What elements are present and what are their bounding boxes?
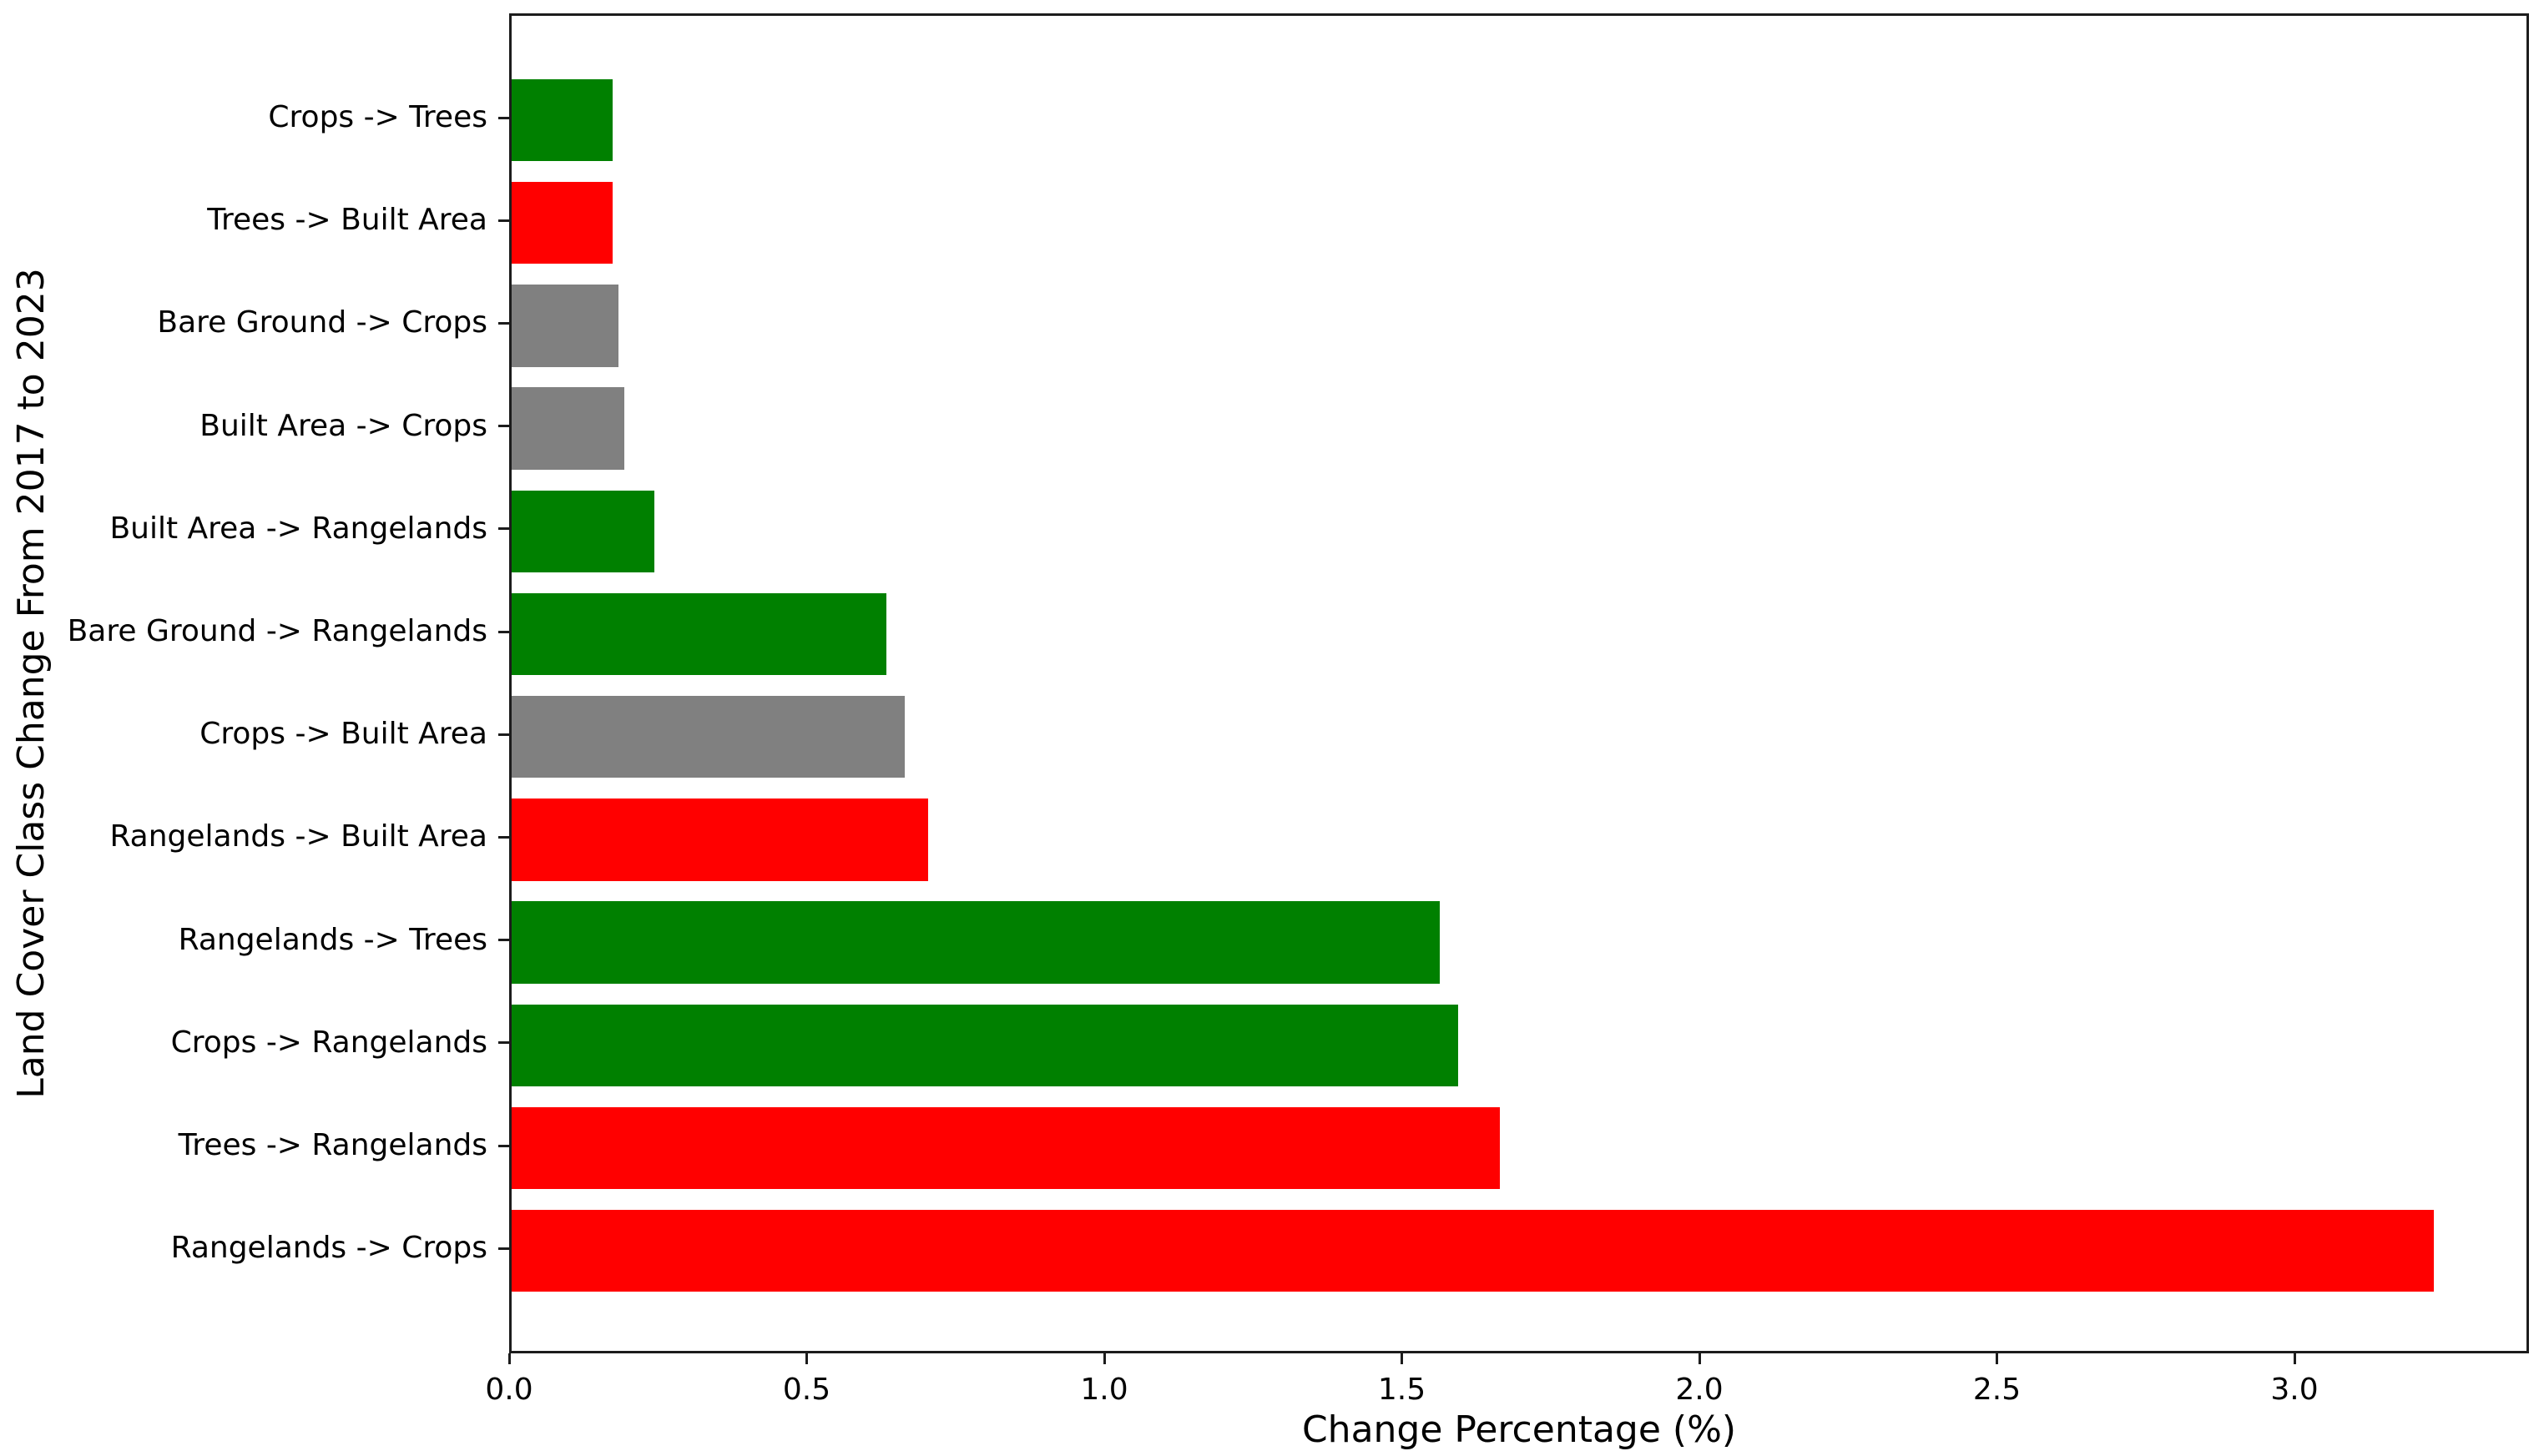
- bar-crops-to-built-area: [512, 695, 905, 778]
- x-tick-label: 2.0: [1675, 1373, 1724, 1407]
- x-tick-mark: [507, 1353, 511, 1364]
- y-tick-label: Built Area -> Rangelands: [109, 511, 487, 546]
- y-tick-label: Rangelands -> Built Area: [109, 819, 487, 854]
- x-tick-label: 1.0: [1080, 1373, 1128, 1407]
- bar-bare-ground-to-rangelands: [512, 592, 887, 676]
- bar-crops-to-trees: [512, 78, 613, 162]
- y-tick-mark: [498, 1247, 509, 1250]
- y-tick-label: Rangelands -> Trees: [178, 922, 487, 957]
- y-tick-label: Trees -> Built Area: [207, 203, 487, 238]
- x-tick-label: 1.5: [1377, 1373, 1426, 1407]
- x-tick-label: 2.5: [1972, 1373, 2022, 1407]
- y-tick-mark: [498, 733, 509, 736]
- y-tick-label: Bare Ground -> Crops: [157, 305, 487, 340]
- x-tick-mark: [1698, 1353, 1701, 1364]
- y-tick-mark: [498, 939, 509, 942]
- x-tick-label: 0.5: [782, 1373, 831, 1407]
- x-tick-label: 0.0: [485, 1373, 533, 1407]
- x-tick-mark: [1103, 1353, 1106, 1364]
- y-tick-mark: [498, 630, 509, 633]
- x-tick-mark: [1996, 1353, 1998, 1364]
- y-tick-label: Rangelands -> Crops: [170, 1231, 487, 1266]
- y-tick-mark: [498, 835, 509, 839]
- x-tick-mark: [1401, 1353, 1403, 1364]
- bar-rangelands-to-built-area: [512, 799, 929, 881]
- y-tick-label: Crops -> Rangelands: [170, 1025, 487, 1060]
- y-tick-mark: [498, 321, 509, 325]
- bar-crops-to-rangelands: [512, 1004, 1458, 1087]
- y-tick-mark: [498, 1041, 509, 1045]
- y-tick-label: Trees -> Rangelands: [178, 1128, 487, 1162]
- x-tick-mark: [2293, 1353, 2296, 1364]
- x-tick-mark: [805, 1353, 808, 1364]
- y-tick-mark: [498, 1144, 509, 1147]
- bar-built-area-to-crops: [512, 387, 625, 470]
- bar-built-area-to-rangelands: [512, 490, 655, 573]
- y-tick-label: Bare Ground -> Rangelands: [67, 614, 487, 648]
- y-tick-mark: [498, 116, 509, 119]
- y-tick-mark: [498, 219, 509, 222]
- bar-rangelands-to-crops: [512, 1209, 2434, 1292]
- bar-trees-to-built-area: [512, 181, 613, 264]
- y-tick-label: Crops -> Trees: [268, 100, 487, 134]
- x-axis-title: Change Percentage (%): [1301, 1408, 1737, 1451]
- bar-trees-to-rangelands: [512, 1106, 1500, 1190]
- plot-area: [509, 13, 2529, 1353]
- bar-bare-ground-to-crops: [512, 285, 619, 367]
- x-tick-label: 3.0: [2270, 1373, 2319, 1407]
- bar-rangelands-to-trees: [512, 901, 1441, 984]
- y-tick-label: Built Area -> Crops: [199, 408, 487, 443]
- y-tick-mark: [498, 425, 509, 428]
- y-tick-label: Crops -> Built Area: [199, 717, 487, 752]
- y-tick-mark: [498, 527, 509, 531]
